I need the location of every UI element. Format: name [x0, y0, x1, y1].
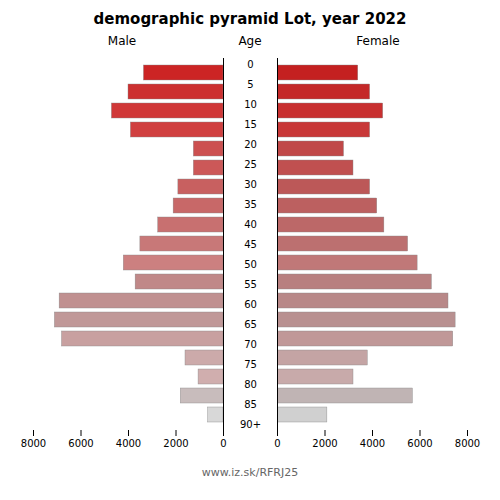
svg-text:2000: 2000 [312, 438, 337, 449]
svg-text:6000: 6000 [68, 438, 93, 449]
svg-text:2000: 2000 [163, 438, 188, 449]
svg-text:6000: 6000 [407, 438, 432, 449]
svg-text:10: 10 [244, 99, 257, 110]
svg-text:8000: 8000 [21, 438, 46, 449]
html-text:demographic pyramid Lot, year: demographic pyramid Lot, year 2022 [93, 10, 407, 28]
svg-text:45: 45 [244, 239, 257, 250]
svg-text:8000: 8000 [455, 438, 480, 449]
html-text:Female: Female [356, 34, 400, 48]
svg-text:4000: 4000 [116, 438, 141, 449]
svg-text:50: 50 [244, 259, 257, 270]
svg-text:0: 0 [220, 438, 226, 449]
svg-text:20: 20 [244, 139, 257, 150]
svg-text:80: 80 [244, 379, 257, 390]
svg-text:30: 30 [244, 179, 257, 190]
svg-text:4000: 4000 [360, 438, 385, 449]
svg-text:0: 0 [247, 59, 253, 70]
svg-text:75: 75 [244, 359, 257, 370]
svg-text:15: 15 [244, 119, 257, 130]
svg-text:85: 85 [244, 399, 257, 410]
svg-text:65: 65 [244, 319, 257, 330]
html-text:Age: Age [238, 34, 262, 48]
svg-text:90+: 90+ [240, 419, 261, 430]
svg-text:35: 35 [244, 199, 257, 210]
svg-text:0: 0 [274, 438, 280, 449]
svg-text:60: 60 [244, 299, 257, 310]
svg-text:55: 55 [244, 279, 257, 290]
svg-text:5: 5 [247, 79, 253, 90]
svg-text:70: 70 [244, 339, 257, 350]
html-text:www.iz.sk/RFRJ25: www.iz.sk/RFRJ25 [201, 466, 299, 479]
svg-text:25: 25 [244, 159, 257, 170]
html-text:Male: Male [107, 34, 137, 48]
svg-text:40: 40 [244, 219, 257, 230]
